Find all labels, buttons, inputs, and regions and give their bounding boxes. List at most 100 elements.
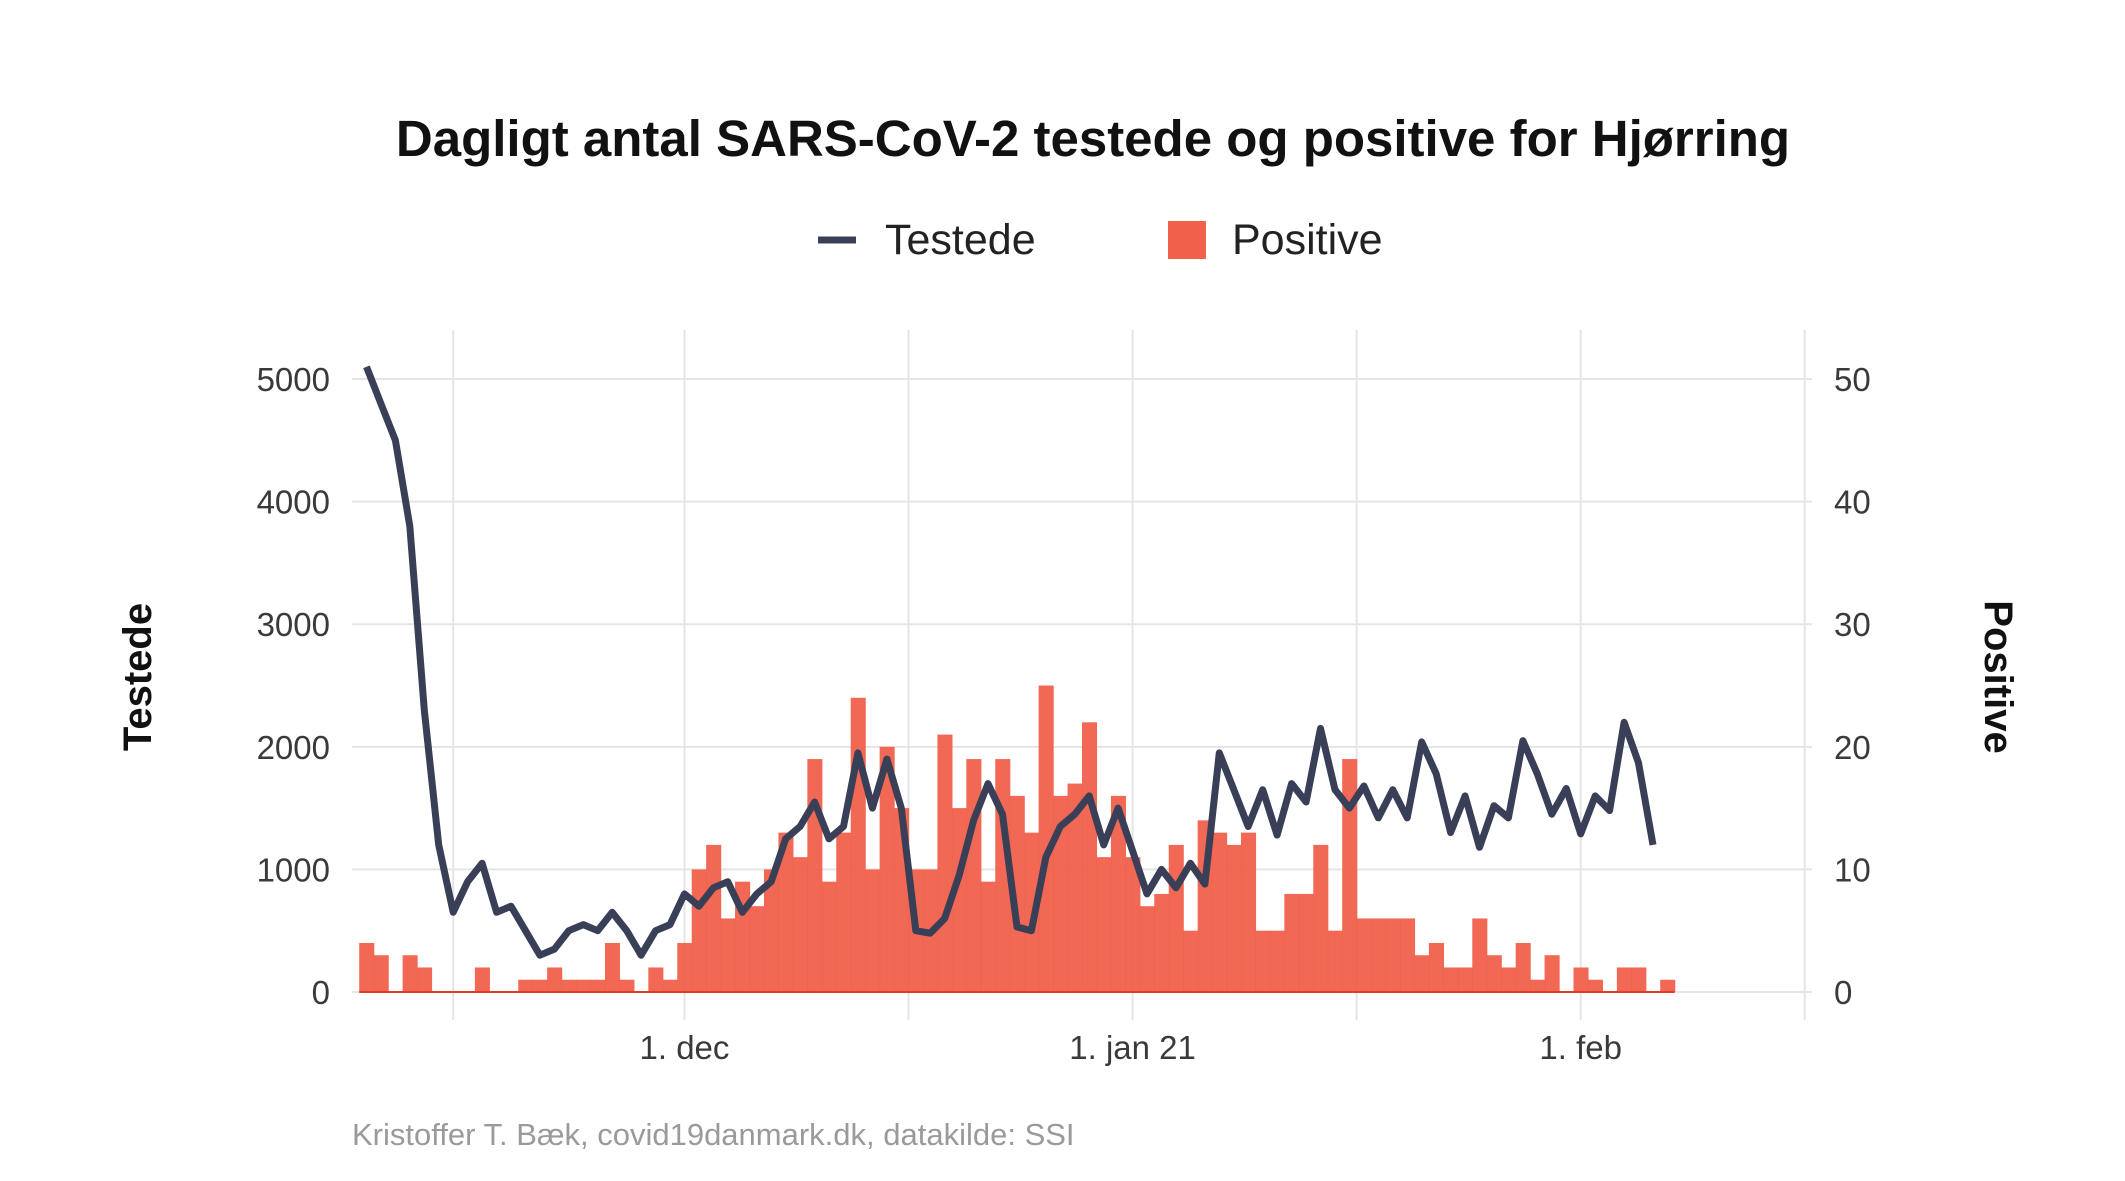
positive-bar xyxy=(720,918,736,992)
positive-bar xyxy=(1342,759,1358,992)
positive-bar xyxy=(1660,979,1676,992)
positive-bar xyxy=(1110,795,1126,992)
positive-bar xyxy=(561,979,577,992)
positive-bar xyxy=(1356,918,1372,992)
chart-title: Dagligt antal SARS-CoV-2 testede og posi… xyxy=(396,110,1790,167)
positive-bar xyxy=(1313,844,1329,992)
x-tick-label: 1. dec xyxy=(640,1029,730,1066)
y-tick-label-right: 10 xyxy=(1834,851,1871,888)
positive-bar xyxy=(879,746,895,992)
positive-bar xyxy=(1284,893,1300,992)
positive-bar xyxy=(1082,722,1098,992)
positive-bar xyxy=(865,869,881,992)
testede-line xyxy=(363,365,1657,959)
positive-bar xyxy=(1226,844,1242,992)
positive-bar xyxy=(1530,979,1546,992)
positive-bar xyxy=(1457,967,1473,992)
y-tick-label-left: 1000 xyxy=(257,851,330,888)
positive-bar xyxy=(1067,783,1083,992)
positive-bar xyxy=(1385,918,1401,992)
caption: Kristoffer T. Bæk, covid19danmark.dk, da… xyxy=(352,1117,1075,1152)
positive-bar xyxy=(1009,795,1025,992)
positive-bar xyxy=(807,759,823,992)
positive-bar xyxy=(518,979,534,992)
positive-bar xyxy=(1168,844,1184,992)
positive-bar xyxy=(749,906,765,992)
positive-bar xyxy=(1501,967,1517,992)
positive-bar xyxy=(1400,918,1416,992)
positive-bar xyxy=(821,881,837,992)
legend: Testede Positive xyxy=(818,216,1383,264)
positive-bar xyxy=(373,955,389,992)
y-tick-label-right: 0 xyxy=(1834,974,1852,1011)
positive-bar xyxy=(1587,979,1603,992)
y-tick-label-right: 30 xyxy=(1834,606,1871,643)
positive-bar xyxy=(850,697,866,992)
positive-bar xyxy=(1096,857,1112,992)
positive-bar xyxy=(792,857,808,992)
positive-bar xyxy=(648,967,664,992)
y-axis-title-right: Positive xyxy=(1976,600,2020,753)
positive-bar xyxy=(1269,930,1285,992)
positive-bar xyxy=(1125,857,1141,992)
y-tick-label-left: 5000 xyxy=(257,361,330,398)
positive-bar xyxy=(590,979,606,992)
y-tick-label-right: 20 xyxy=(1834,729,1871,766)
positive-bar xyxy=(1486,955,1502,992)
positive-bar xyxy=(1443,967,1459,992)
x-tick-label: 1. jan 21 xyxy=(1069,1029,1196,1066)
positive-bar xyxy=(1573,967,1589,992)
positive-bar xyxy=(604,942,621,992)
positive-bar xyxy=(417,967,433,992)
positive-bar xyxy=(1515,942,1531,992)
positive-bar xyxy=(662,979,678,992)
positive-bar xyxy=(576,979,592,992)
legend-label-positive: Positive xyxy=(1232,216,1383,264)
positive-bar xyxy=(1371,918,1387,992)
positive-bar xyxy=(1053,795,1069,992)
positive-bar xyxy=(474,967,490,992)
positive-bar xyxy=(1616,967,1632,992)
y-tick-label-left: 2000 xyxy=(257,729,330,766)
positive-bar xyxy=(1139,906,1155,992)
positive-bar xyxy=(1038,685,1054,992)
positive-bar xyxy=(966,759,982,992)
positive-bar xyxy=(706,844,722,992)
x-tick-label: 1. feb xyxy=(1539,1029,1622,1066)
positive-bar xyxy=(1255,930,1271,992)
y-tick-label-left: 0 xyxy=(312,974,330,1011)
positive-bar xyxy=(1544,955,1560,992)
positive-bar xyxy=(1154,893,1170,992)
positive-bar xyxy=(1414,955,1430,992)
positive-bar xyxy=(1472,918,1488,992)
y-tick-label-left: 4000 xyxy=(257,484,330,521)
positive-bar xyxy=(763,869,780,992)
positive-bar xyxy=(547,967,563,992)
positive-bar xyxy=(836,832,852,992)
positive-bar xyxy=(937,734,953,992)
positive-bar xyxy=(778,832,794,992)
positive-bar xyxy=(1428,942,1444,992)
tick-labels: 0 0 1000 10 2000 20 3000 30 4000 40 5000 50 1. dec 1.… xyxy=(257,361,1871,1066)
positive-bar xyxy=(359,942,375,992)
positive-bar xyxy=(995,759,1011,992)
y-tick-label-left: 3000 xyxy=(257,606,330,643)
positive-bars xyxy=(359,685,1676,993)
positive-bar xyxy=(677,942,693,992)
y-tick-label-right: 40 xyxy=(1834,484,1871,521)
positive-bar xyxy=(691,869,707,992)
positive-bar xyxy=(1631,967,1647,992)
positive-bar xyxy=(1327,930,1343,992)
positive-bar xyxy=(980,881,996,992)
positive-bar xyxy=(1183,930,1199,992)
legend-swatch-positive xyxy=(1168,221,1206,259)
positive-bar xyxy=(1212,832,1228,992)
y-axis-title-left: Testede xyxy=(116,603,160,751)
legend-label-testede: Testede xyxy=(885,216,1036,264)
positive-bar xyxy=(1241,832,1257,992)
testede-line-layer xyxy=(363,365,1657,959)
positive-bar xyxy=(402,955,418,992)
positive-bar xyxy=(1298,893,1314,992)
gridlines xyxy=(352,330,1812,1020)
